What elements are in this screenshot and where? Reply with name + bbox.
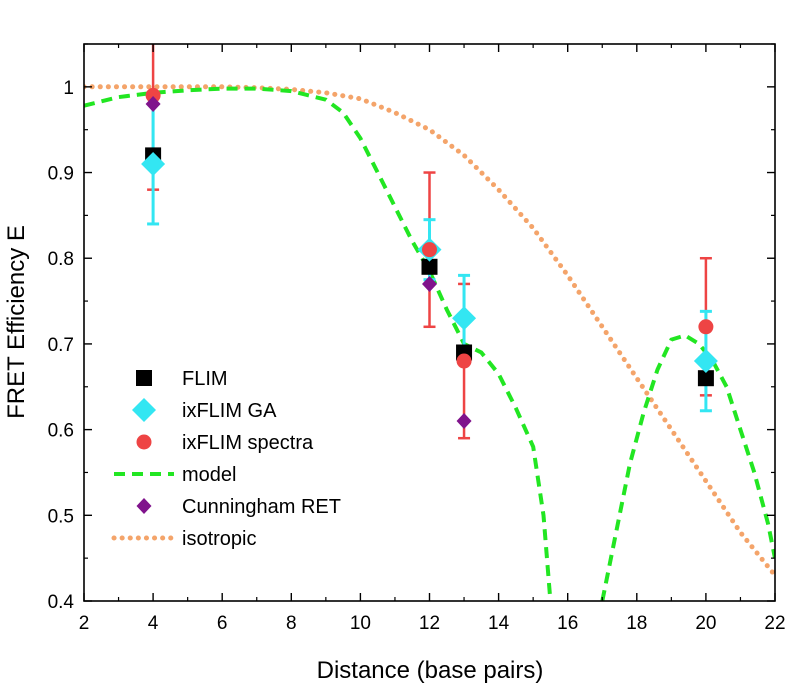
legend-swatch-cunningham-ret xyxy=(136,498,152,514)
isotropic-line xyxy=(84,84,775,578)
legend-label-model: model xyxy=(182,464,236,486)
legend-label-isotropic: isotropic xyxy=(182,528,256,550)
ixflim-ga-point xyxy=(452,306,477,331)
y-axis-title: FRET Efficiency E xyxy=(3,225,30,419)
legend-swatch-ixflim-ga xyxy=(132,398,156,422)
y-tick-label: 0.8 xyxy=(48,249,74,270)
legend-label-ixflim-ga: ixFLIM GA xyxy=(182,400,277,422)
legend-swatch-ixflim-spectra xyxy=(136,434,152,450)
legend-label-flim: FLIM xyxy=(182,368,228,390)
ixflim-spectra-point xyxy=(422,242,437,258)
ixflim-ga-point xyxy=(693,349,718,374)
y-tick-label: 0.9 xyxy=(48,164,74,185)
x-tick-label: 4 xyxy=(148,613,159,634)
x-axis-title: Distance (base pairs) xyxy=(317,657,544,684)
x-tick-label: 16 xyxy=(557,613,578,634)
ixflim-spectra-point xyxy=(698,319,714,335)
legend-label-cunningham-ret: Cunningham RET xyxy=(182,496,341,518)
x-tick-label: 8 xyxy=(286,613,297,634)
legend-swatch-flim xyxy=(136,370,152,386)
y-tick-label: 0.6 xyxy=(48,421,74,442)
y-tick-label: 0.7 xyxy=(48,335,74,356)
cunningham-ret-point xyxy=(422,275,437,292)
x-tick-label: 20 xyxy=(695,613,716,634)
y-tick-label: 1 xyxy=(63,78,74,99)
ixflim-spectra-point xyxy=(456,353,472,369)
ixflim-spectra-point xyxy=(145,87,161,103)
cunningham-ret-point xyxy=(456,413,472,430)
legend-label-ixflim-spectra: ixFLIM spectra xyxy=(182,432,314,454)
y-tick-label: 0.5 xyxy=(48,506,74,527)
model-line xyxy=(600,333,775,601)
x-tick-label: 2 xyxy=(79,613,90,634)
x-tick-label: 22 xyxy=(764,613,785,634)
x-tick-label: 18 xyxy=(626,613,647,634)
x-tick-label: 12 xyxy=(419,613,440,634)
x-tick-label: 6 xyxy=(217,613,228,634)
flim-point xyxy=(421,258,438,275)
legend: FLIM ixFLIM GA ixFLIM spectra model Cunningh… xyxy=(111,368,341,550)
flim-point xyxy=(697,370,714,387)
x-tick-label: 10 xyxy=(350,613,371,634)
ixflim-ga-point xyxy=(141,151,166,176)
y-tick-label: 0.4 xyxy=(48,592,75,613)
cunningham-ret-point xyxy=(145,95,161,112)
x-tick-label: 14 xyxy=(488,613,510,634)
